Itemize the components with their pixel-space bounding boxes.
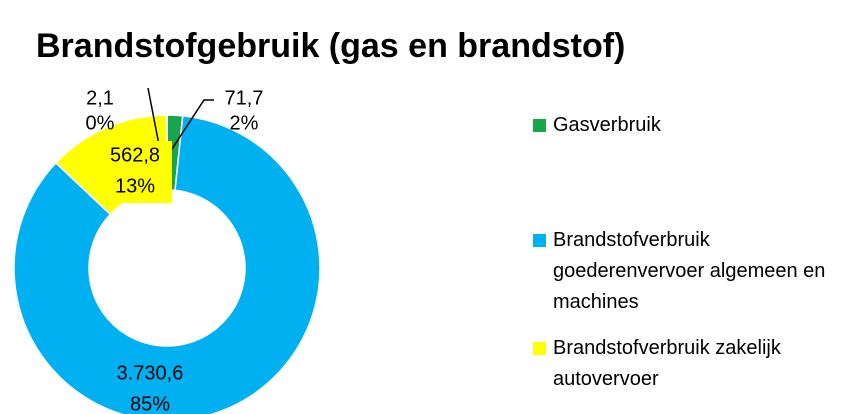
legend-swatch [533,342,546,355]
leader-lines [147,87,214,153]
legend-item: Brandstofverbruik goederenvervoer algeme… [533,225,843,318]
legend-label: Gasverbruik [553,114,661,136]
legend-label: Brandstofverbruik goederenvervoer algeme… [553,229,826,313]
value-label: 3.730,6 [117,362,184,384]
chart-title: Brandstofgebruik (gas en brandstof) [36,27,625,65]
percent-label: 0% [86,112,115,134]
label-bg [98,141,172,203]
legend-swatch [533,119,546,132]
value-label: 2,1 [86,87,114,109]
value-label: 562,8 [110,144,160,166]
percent-label: 85% [130,393,170,414]
legend-swatch [533,234,546,247]
value-label: 71,7 [225,87,264,109]
slice [13,114,321,414]
legend-label: Brandstofverbruik zakelijk autovervoer [553,337,781,390]
leader-line [169,99,214,153]
leader-line [147,87,161,151]
legend-item: Brandstofverbruik zakelijk autovervoer [533,333,843,395]
legend-item: Gasverbruik [533,110,843,141]
percent-label: 13% [115,175,155,197]
percent-label: 2% [230,112,259,134]
